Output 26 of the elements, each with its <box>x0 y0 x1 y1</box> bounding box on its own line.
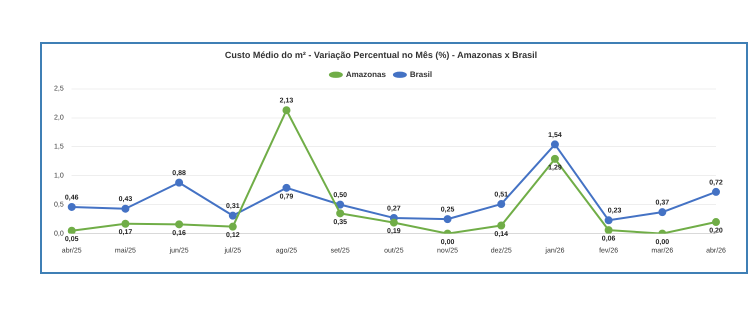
point <box>336 209 344 218</box>
point <box>121 220 130 228</box>
point <box>604 226 613 234</box>
point <box>282 106 290 114</box>
point <box>282 184 290 192</box>
chart-title: Custo Médio do m² - Variação Percentual no Mês (%) - Amazonas x Brasil <box>224 50 538 60</box>
point <box>336 200 344 209</box>
point <box>712 188 720 196</box>
point <box>68 202 76 211</box>
point <box>175 178 184 187</box>
point <box>604 216 613 224</box>
point <box>228 222 237 231</box>
point <box>550 154 559 163</box>
point <box>658 208 666 216</box>
point <box>175 220 184 228</box>
legend-label: Brasil <box>410 70 432 80</box>
point <box>228 212 237 220</box>
point <box>497 200 506 208</box>
point <box>444 215 452 224</box>
legend-label: Amazonas <box>346 70 386 80</box>
point <box>68 226 76 234</box>
point <box>121 204 130 213</box>
point <box>712 218 720 226</box>
point <box>390 218 398 227</box>
point <box>550 140 559 148</box>
point <box>497 221 506 230</box>
